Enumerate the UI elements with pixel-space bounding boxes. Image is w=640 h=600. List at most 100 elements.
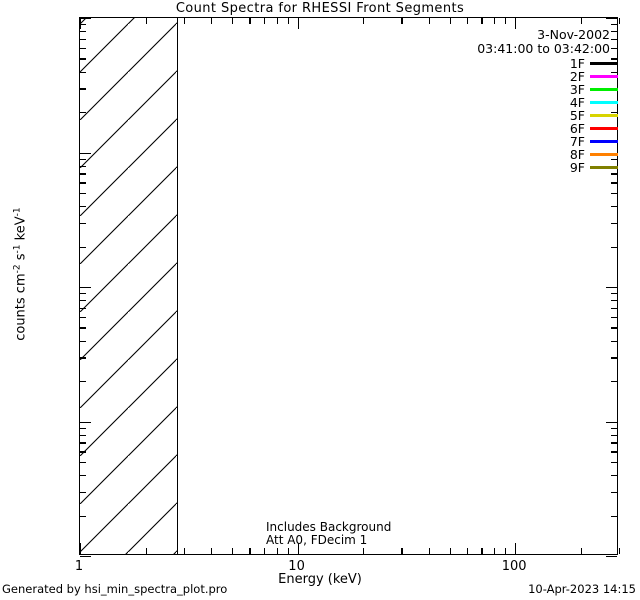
footer-timestamp: 10-Apr-2023 14:15 — [528, 582, 636, 596]
x-tick-minor — [466, 548, 469, 554]
legend-color-swatch — [590, 62, 618, 65]
legend-item-5f[interactable]: 5F — [569, 108, 618, 123]
legend-color-swatch — [590, 153, 618, 156]
legend-label: 8F — [569, 147, 585, 162]
x-tick-minor — [481, 548, 483, 554]
x-tick-major — [297, 543, 299, 554]
y-tick-minor — [80, 307, 86, 310]
hatched-region-edge — [177, 18, 179, 554]
y-tick-minor — [80, 316, 86, 319]
legend-item-1f[interactable]: 1F — [570, 56, 618, 71]
legend-item-2f[interactable]: 2F — [569, 69, 618, 84]
y-tick-minor — [80, 47, 86, 50]
legend-item-8f[interactable]: 8F — [569, 147, 618, 162]
legend-color-swatch — [590, 88, 618, 91]
y-tick-minor-right — [611, 206, 617, 208]
x-tick-minor-top — [363, 18, 365, 24]
y-tick-minor-right — [611, 182, 617, 184]
y-tick-minor-right — [611, 515, 617, 517]
y-tick-major — [80, 18, 91, 20]
y-tick-minor — [80, 165, 86, 167]
legend-item-9f[interactable]: 9F — [569, 160, 618, 175]
x-tick-label: 10 — [288, 559, 305, 574]
y-tick-minor-right — [611, 222, 617, 224]
y-tick-major — [80, 287, 91, 289]
x-tick-major — [80, 543, 82, 554]
y-tick-minor — [80, 461, 86, 464]
annotation-att-fdecim: Att A0, FDecim 1 — [266, 533, 368, 547]
y-tick-minor — [80, 206, 86, 208]
y-tick-minor — [80, 88, 86, 90]
y-tick-minor — [80, 71, 86, 73]
x-tick-minor-top — [466, 18, 469, 24]
y-tick-minor — [80, 300, 86, 302]
x-tick-minor-top — [505, 18, 507, 24]
x-tick-minor-top — [183, 18, 185, 24]
y-tick-minor — [80, 24, 86, 26]
x-tick-minor-top — [211, 18, 213, 24]
legend-item-3f[interactable]: 3F — [570, 82, 618, 97]
hatched-excluded-region — [80, 18, 178, 554]
y-tick-minor — [80, 475, 86, 477]
observation-info: 3-Nov-2002 03:41:00 to 03:42:00 — [477, 28, 610, 56]
y-tick-minor — [80, 434, 86, 436]
legend-label: 5F — [569, 108, 585, 123]
legend-item-4f[interactable]: 4F — [570, 95, 618, 110]
observation-date: 3-Nov-2002 — [537, 27, 610, 42]
y-tick-minor — [80, 442, 86, 444]
legend-color-swatch — [590, 127, 618, 130]
x-tick-minor-top — [276, 18, 278, 24]
x-tick-minor-top — [449, 18, 451, 24]
y-tick-minor — [80, 381, 86, 383]
y-tick-minor — [80, 31, 86, 33]
y-tick-minor — [80, 340, 86, 342]
y-tick-minor-right — [611, 192, 617, 195]
y-tick-minor-right — [611, 300, 617, 302]
y-tick-minor — [80, 515, 86, 517]
y-tick-minor-right — [611, 293, 617, 295]
x-axis-title: Energy (keV) — [278, 572, 362, 587]
y-tick-major-right — [606, 18, 617, 20]
x-tick-minor — [249, 548, 251, 554]
x-tick-minor — [232, 548, 234, 554]
y-tick-minor-right — [611, 461, 617, 464]
legend-item-6f[interactable]: 6F — [570, 121, 618, 136]
x-tick-minor — [145, 548, 147, 554]
y-tick-minor-right — [611, 307, 617, 310]
x-tick-minor-top — [481, 18, 483, 24]
x-tick-minor-top — [263, 18, 266, 24]
y-tick-major-right — [606, 421, 617, 423]
x-tick-minor — [494, 548, 496, 554]
x-tick-minor — [428, 548, 430, 554]
y-tick-minor — [80, 357, 86, 359]
y-tick-major — [80, 556, 91, 558]
plot-annotations: Includes Background Att A0, FDecim 1 — [266, 521, 391, 547]
legend-label: 7F — [569, 134, 585, 149]
y-tick-minor — [80, 427, 86, 429]
x-tick-label: 100 — [501, 559, 527, 574]
footer-generated-by: Generated by hsi_min_spectra_plot.pro — [2, 582, 228, 596]
x-tick-minor — [287, 548, 289, 554]
legend-label: 2F — [569, 69, 585, 84]
x-tick-minor — [505, 548, 507, 554]
legend-color-swatch — [590, 114, 618, 117]
x-tick-minor — [580, 548, 582, 554]
x-tick-major-top — [297, 18, 299, 29]
y-tick-minor-right — [611, 475, 617, 477]
legend-label: 9F — [569, 160, 585, 175]
x-tick-minor-top — [145, 18, 147, 24]
x-tick-major — [515, 543, 517, 554]
y-axis-title-wrapper: counts cm-2 s-1 keV-1 — [10, 0, 32, 572]
x-tick-minor-top — [401, 18, 403, 24]
y-tick-minor — [80, 327, 86, 329]
x-tick-minor — [449, 548, 451, 554]
legend-item-7f[interactable]: 7F — [569, 134, 618, 149]
y-tick-minor-right — [611, 327, 617, 329]
y-axis-title: counts cm-2 s-1 keV-1 — [12, 206, 29, 341]
y-tick-major-right — [606, 287, 617, 289]
y-tick-major — [80, 152, 91, 154]
y-tick-minor — [80, 246, 86, 248]
y-tick-minor — [80, 158, 86, 160]
y-tick-minor-right — [611, 357, 617, 359]
